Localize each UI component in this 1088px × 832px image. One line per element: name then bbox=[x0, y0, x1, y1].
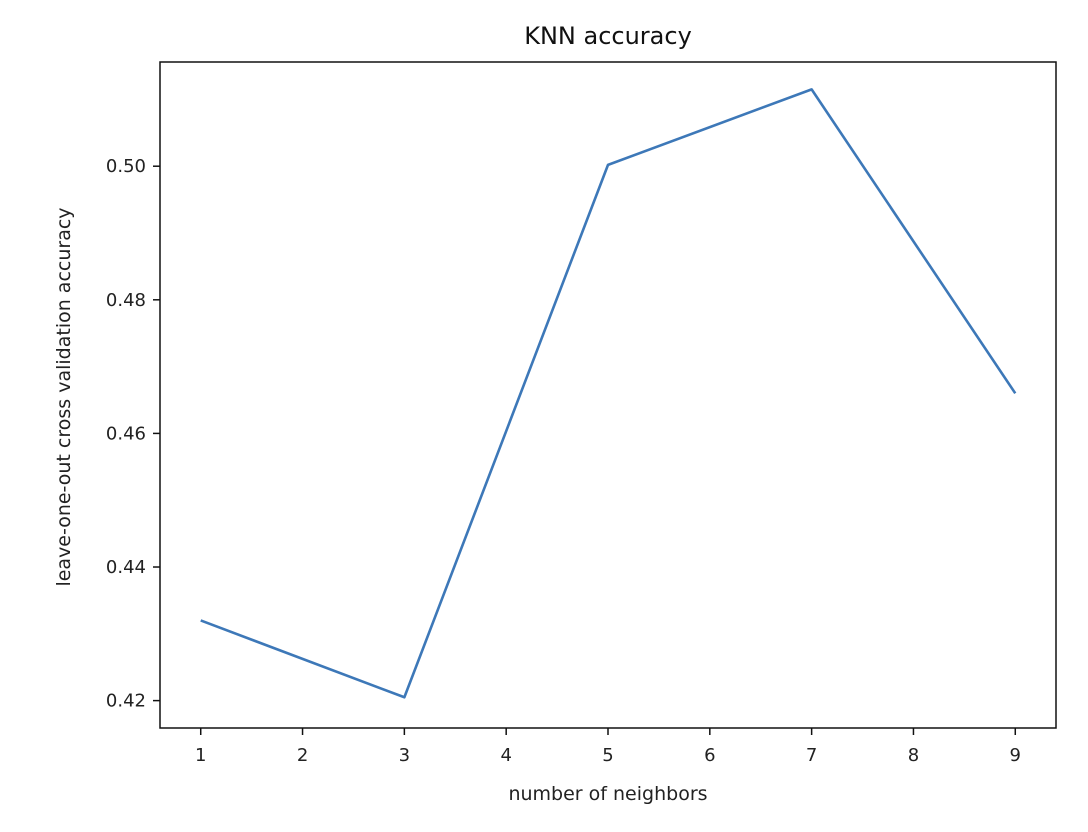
x-tick-label: 6 bbox=[704, 745, 715, 766]
y-tick-label: 0.46 bbox=[106, 423, 146, 444]
x-axis-label: number of neighbors bbox=[508, 783, 707, 805]
x-tick-label: 7 bbox=[806, 745, 817, 766]
axis-ticks: 1 2 3 4 5 6 7 8 9 0.42 0.44 0.46 0.48 0.50 bbox=[106, 156, 1021, 766]
plot-frame bbox=[159, 61, 1057, 729]
y-tick-label: 0.42 bbox=[106, 691, 146, 712]
chart-title: KNN accuracy bbox=[524, 22, 692, 50]
y-tick-label: 0.44 bbox=[106, 557, 146, 578]
x-tick-label: 8 bbox=[908, 745, 919, 766]
x-tick-label: 5 bbox=[602, 745, 613, 766]
x-tick-label: 2 bbox=[297, 745, 308, 766]
x-tick-label: 4 bbox=[500, 745, 511, 766]
x-tick-label: 3 bbox=[399, 745, 410, 766]
x-tick-label: 9 bbox=[1010, 745, 1021, 766]
x-tick-label: 1 bbox=[195, 745, 206, 766]
y-axis-label: leave-one-out cross validation accuracy bbox=[53, 207, 75, 586]
y-tick-label: 0.48 bbox=[106, 290, 146, 311]
series-line bbox=[200, 88, 1017, 699]
plot-series bbox=[200, 88, 1017, 699]
y-tick-label: 0.50 bbox=[106, 156, 146, 177]
